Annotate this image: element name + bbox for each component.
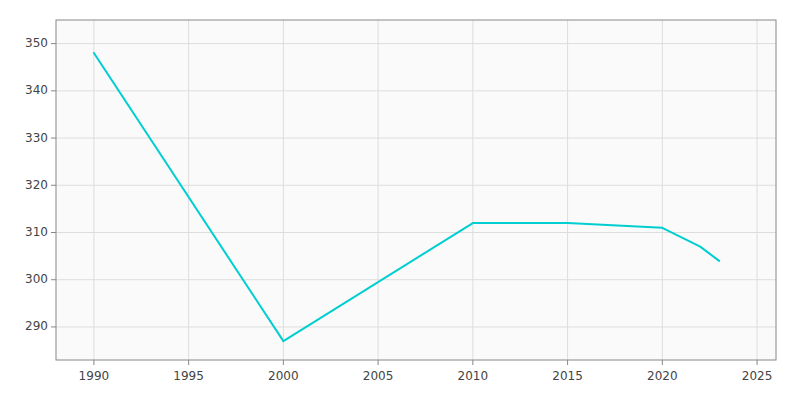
x-tick-label: 2000 xyxy=(268,369,299,383)
y-grid-line xyxy=(56,90,776,91)
page: {"chart_data": {"type": "line", "x": [19… xyxy=(0,0,800,400)
y-tick xyxy=(51,326,56,327)
chart-svg: 290 300 310 320 330 340 350 1990 1995 2000 2005 201… xyxy=(0,0,800,400)
x-grid-line xyxy=(93,20,94,360)
axes: 290 300 310 320 330 340 350 1990 1995 2000 2005 201… xyxy=(25,20,776,383)
x-tick-label: 1990 xyxy=(79,369,110,383)
x-tick-label: 2025 xyxy=(742,369,773,383)
x-tick xyxy=(188,360,189,365)
x-tick-label: 2015 xyxy=(552,369,583,383)
y-tick-label: 290 xyxy=(25,319,48,333)
grid xyxy=(56,20,776,360)
x-grid-line xyxy=(662,20,663,360)
plot-area xyxy=(56,20,776,360)
y-tick xyxy=(51,90,56,91)
x-tick xyxy=(757,360,758,365)
x-tick-label: 2010 xyxy=(458,369,489,383)
y-tick-label: 350 xyxy=(25,36,48,50)
y-tick xyxy=(51,279,56,280)
x-grid-line xyxy=(188,20,189,360)
y-tick-label: 310 xyxy=(25,225,48,239)
y-grid-line xyxy=(56,232,776,233)
x-grid-line xyxy=(378,20,379,360)
y-tick-label: 330 xyxy=(25,131,48,145)
y-grid-line xyxy=(56,279,776,280)
y-tick-label: 340 xyxy=(25,83,48,97)
x-tick-label: 1995 xyxy=(173,369,204,383)
y-grid-line xyxy=(56,326,776,327)
chart-container: 290 300 310 320 330 340 350 1990 1995 2000 2005 201… xyxy=(0,0,800,400)
data-layer xyxy=(94,53,719,341)
y-tick xyxy=(51,185,56,186)
y-grid-line xyxy=(56,43,776,44)
x-tick xyxy=(283,360,284,365)
x-grid-line xyxy=(757,20,758,360)
plot-frame xyxy=(56,20,776,360)
x-tick xyxy=(93,360,94,365)
y-tick xyxy=(51,43,56,44)
x-grid-line xyxy=(567,20,568,360)
x-tick-label: 2005 xyxy=(363,369,394,383)
y-tick-label: 320 xyxy=(25,178,48,192)
x-tick xyxy=(662,360,663,365)
x-tick xyxy=(567,360,568,365)
x-grid-line xyxy=(472,20,473,360)
y-tick xyxy=(51,138,56,139)
data-line xyxy=(94,53,719,341)
y-grid-line xyxy=(56,138,776,139)
x-tick-label: 2020 xyxy=(647,369,678,383)
y-tick xyxy=(51,232,56,233)
x-grid-line xyxy=(283,20,284,360)
y-grid-line xyxy=(56,185,776,186)
x-tick xyxy=(472,360,473,365)
y-tick-label: 300 xyxy=(25,272,48,286)
x-tick xyxy=(378,360,379,365)
